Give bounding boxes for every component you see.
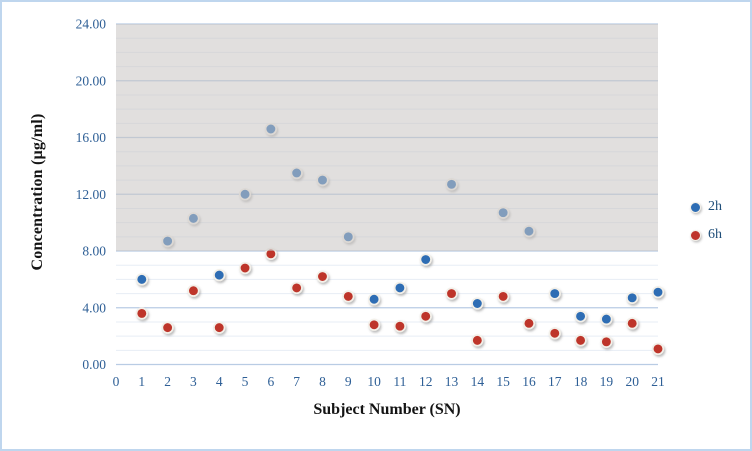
legend-label-2h: 2h [708,199,722,214]
data-point-6h-sn17 [548,327,561,340]
y-tick-label: 16.00 [76,130,107,145]
y-axis-tick-labels: 0.00 4.00 8.00 12.00 16.00 20.00 24.00 [76,17,107,373]
x-tick-label: 11 [393,374,406,389]
x-tick-label: 16 [522,374,536,389]
data-point-2h-sn4 [213,268,226,282]
y-tick-label: 8.00 [82,244,106,259]
x-tick-label: 4 [216,374,223,389]
data-point-2h-sn18 [574,310,587,323]
x-tick-label: 21 [651,374,665,389]
data-point-2h-sn1 [135,273,148,286]
shaded-band-rect [116,24,658,251]
x-tick-label: 12 [419,374,433,389]
data-point-2h-sn11 [393,281,407,295]
data-point-6h-sn5 [238,261,252,275]
shaded-band [116,24,658,251]
x-tick-label: 0 [113,374,120,389]
data-point-6h-sn19 [600,335,613,348]
x-tick-label: 17 [548,374,562,389]
y-tick-label: 20.00 [76,73,107,88]
data-point-2h-sn14 [471,297,484,310]
y-tick-label: 0.00 [82,357,106,372]
legend-marker-2h-icon [690,201,701,213]
legend-item-2h: 2h [690,200,722,214]
x-tick-label: 7 [293,374,300,389]
y-tick-label: 12.00 [76,187,107,202]
data-point-6h-sn1 [135,307,148,320]
x-tick-label: 2 [164,374,171,389]
data-point-6h-sn20 [626,317,639,330]
data-point-2h-sn10 [367,293,381,306]
x-tick-label: 13 [445,374,459,389]
y-tick-label: 4.00 [82,300,106,315]
x-tick-label: 1 [138,374,145,389]
data-point-2h-sn17 [548,287,561,300]
data-point-6h-sn18 [574,334,587,347]
x-tick-label: 8 [319,374,326,389]
data-point-6h-sn9 [342,290,355,303]
data-point-6h-sn16 [522,317,536,330]
data-point-6h-sn13 [445,287,458,300]
x-tick-label: 14 [471,374,485,389]
x-axis-tick-labels: 0 1 2 3 4 5 6 7 8 9 10 11 12 13 14 15 16 17 18 19 20 21 [113,374,665,389]
data-point-2h-sn19 [600,312,613,326]
x-tick-label: 5 [242,374,249,389]
x-tick-label: 18 [574,374,588,389]
data-point-6h-sn7 [290,281,303,295]
x-axis-title: Subject Number (SN) [313,401,461,418]
data-point-6h-sn8 [316,270,329,283]
legend-marker-6h-icon [690,229,701,241]
legend-item-6h: 6h [690,228,722,242]
legend-label-6h: 6h [708,227,722,242]
data-point-6h-sn11 [393,320,407,333]
x-tick-label: 10 [367,374,381,389]
x-tick-label: 9 [345,374,352,389]
data-point-6h-sn15 [496,290,510,303]
y-tick-label: 24.00 [76,17,107,32]
data-point-6h-sn12 [419,310,432,323]
x-tick-label: 19 [600,374,614,389]
x-tick-label: 15 [496,374,510,389]
x-tick-label: 20 [625,374,639,389]
data-point-6h-sn10 [367,318,381,331]
data-point-6h-sn21 [651,342,665,356]
data-point-6h-sn3 [187,284,200,297]
data-points [135,122,665,356]
x-tick-label: 6 [267,374,274,389]
data-point-6h-sn4 [213,321,226,334]
legend: 2h 6h [690,200,722,242]
y-axis-title: Concentration (µg/ml) [29,113,46,271]
data-point-6h-sn14 [471,334,484,347]
data-point-6h-sn2 [161,321,174,334]
data-point-2h-sn20 [626,291,639,304]
data-point-2h-sn21 [651,285,665,299]
x-tick-label: 3 [190,374,197,389]
data-point-2h-sn12 [419,253,432,266]
